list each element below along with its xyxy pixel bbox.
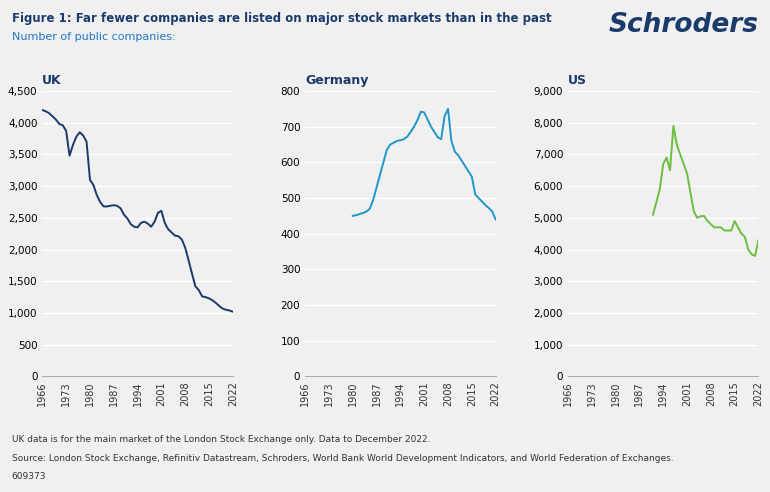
Text: Germany: Germany: [305, 74, 369, 87]
Text: Schroders: Schroders: [608, 12, 758, 38]
Text: UK data is for the main market of the London Stock Exchange only. Data to Decemb: UK data is for the main market of the Lo…: [12, 435, 430, 444]
Text: US: US: [568, 74, 587, 87]
Text: Number of public companies:: Number of public companies:: [12, 32, 176, 42]
Text: Source: London Stock Exchange, Refinitiv Datastream, Schroders, World Bank World: Source: London Stock Exchange, Refinitiv…: [12, 454, 673, 462]
Text: UK: UK: [42, 74, 62, 87]
Text: Figure 1: Far fewer companies are listed on major stock markets than in the past: Figure 1: Far fewer companies are listed…: [12, 12, 551, 25]
Text: 609373: 609373: [12, 472, 46, 481]
